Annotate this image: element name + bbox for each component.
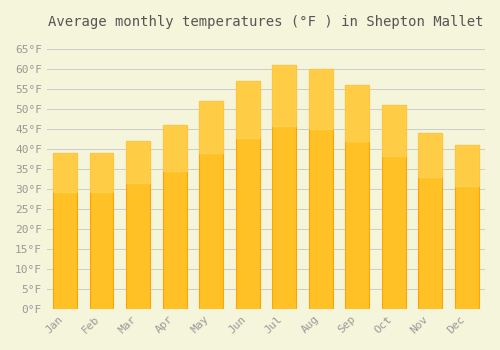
Bar xyxy=(126,141,150,309)
Title: Average monthly temperatures (°F ) in Shepton Mallet: Average monthly temperatures (°F ) in Sh… xyxy=(48,15,484,29)
Bar xyxy=(309,69,332,129)
Bar xyxy=(200,101,223,153)
Bar xyxy=(418,133,442,177)
Bar xyxy=(54,153,77,192)
Bar xyxy=(272,65,296,309)
Bar xyxy=(54,153,77,309)
Bar xyxy=(90,153,114,192)
Bar xyxy=(163,125,186,309)
Bar xyxy=(346,85,369,141)
Bar xyxy=(90,153,114,309)
Bar xyxy=(163,125,186,171)
Bar xyxy=(382,105,406,309)
Bar xyxy=(309,69,332,309)
Bar xyxy=(455,145,478,309)
Bar xyxy=(382,105,406,156)
Bar xyxy=(272,65,296,126)
Bar xyxy=(126,141,150,183)
Bar xyxy=(418,133,442,309)
Bar xyxy=(346,85,369,309)
Bar xyxy=(236,81,260,138)
Bar xyxy=(236,81,260,309)
Bar xyxy=(200,101,223,309)
Bar xyxy=(455,145,478,186)
